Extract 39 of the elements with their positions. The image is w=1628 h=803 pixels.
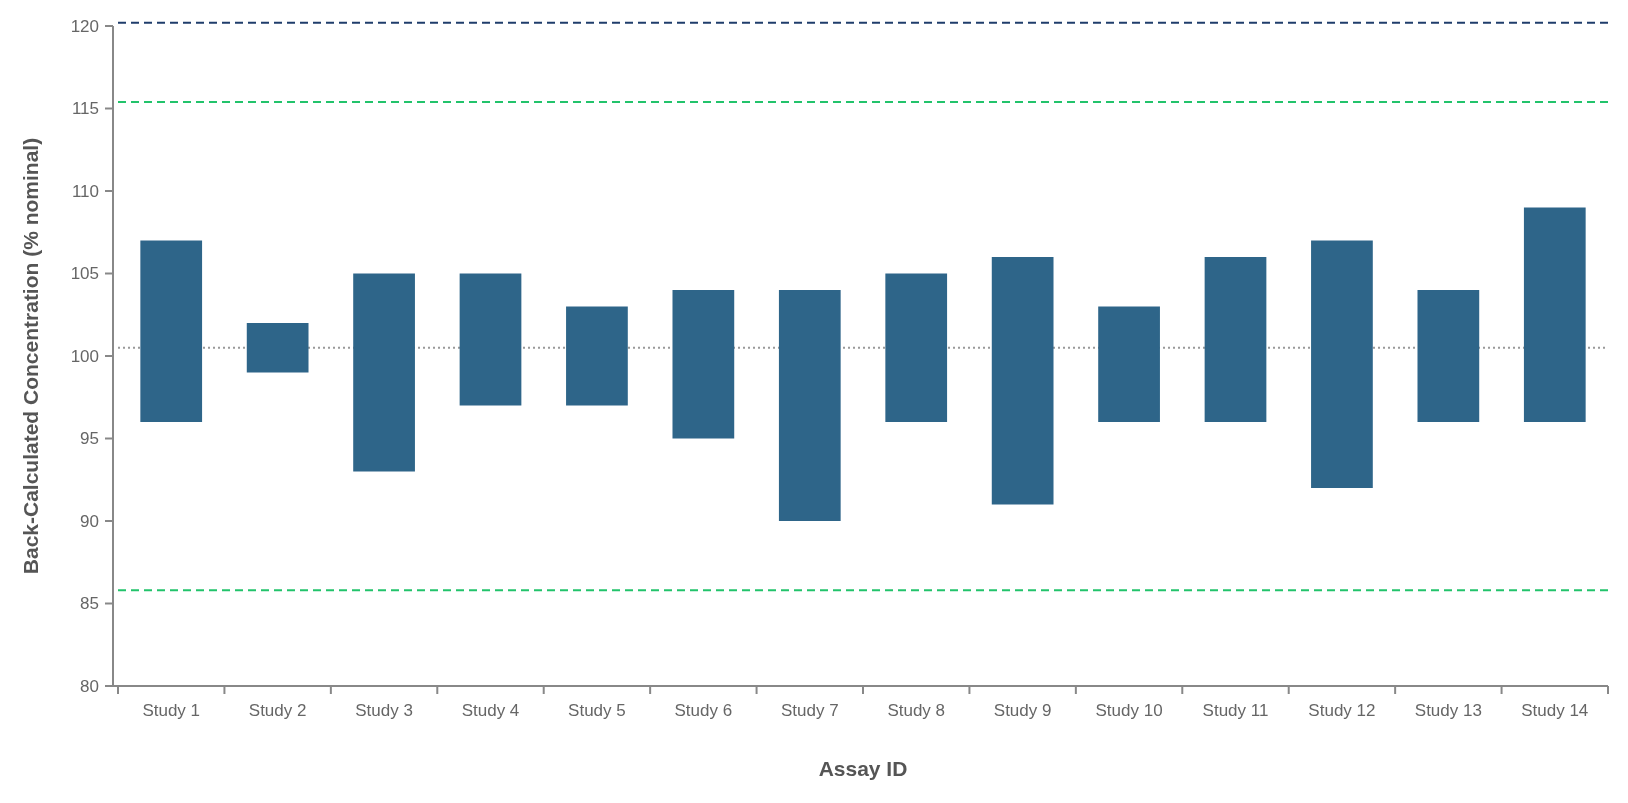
x-tick-label: Study 1: [142, 701, 201, 720]
x-tick-label: Study 8: [887, 701, 946, 720]
y-tick-label: 100: [70, 346, 99, 366]
bar: [1098, 306, 1160, 422]
x-tick-label: Study 10: [1095, 701, 1163, 720]
x-tick-label: Study 9: [993, 701, 1052, 720]
y-tick-label: 105: [70, 264, 99, 284]
bar: [885, 273, 948, 422]
x-tick-label: Study 3: [355, 701, 413, 720]
y-tick-label: 120: [70, 16, 99, 36]
bar: [778, 290, 841, 521]
x-tick-label: Study 7: [780, 701, 839, 720]
x-tick-label: Study 6: [674, 701, 733, 720]
bar: [1417, 290, 1480, 422]
y-axis-title: Back-Calculated Concentration (% nominal): [19, 137, 42, 575]
x-tick-label: Study 14: [1521, 701, 1589, 720]
y-tick-label: 85: [80, 594, 99, 614]
bar: [459, 273, 522, 406]
y-tick-label: 90: [80, 511, 99, 531]
y-tick-label: 95: [80, 429, 99, 449]
x-tick-label: Study 4: [461, 701, 520, 720]
bar: [140, 240, 203, 422]
bar: [566, 306, 628, 406]
bar: [991, 257, 1054, 505]
x-tick-label: Study 11: [1202, 701, 1269, 720]
bar: [246, 323, 309, 373]
bar: [353, 273, 415, 472]
x-tick-label: Study 12: [1308, 701, 1376, 720]
x-tick-label: Study 5: [568, 701, 626, 720]
bar: [1523, 207, 1586, 422]
x-tick-label: Study 2: [248, 701, 307, 720]
y-tick-label: 80: [80, 676, 99, 696]
y-tick-label: 110: [71, 181, 99, 201]
bar: [672, 290, 735, 439]
y-tick-label: 115: [71, 99, 99, 119]
bar: [1204, 257, 1267, 422]
bar: [1311, 240, 1373, 488]
x-tick-label: Study 13: [1414, 701, 1482, 720]
x-axis-title: Assay ID: [818, 757, 908, 780]
